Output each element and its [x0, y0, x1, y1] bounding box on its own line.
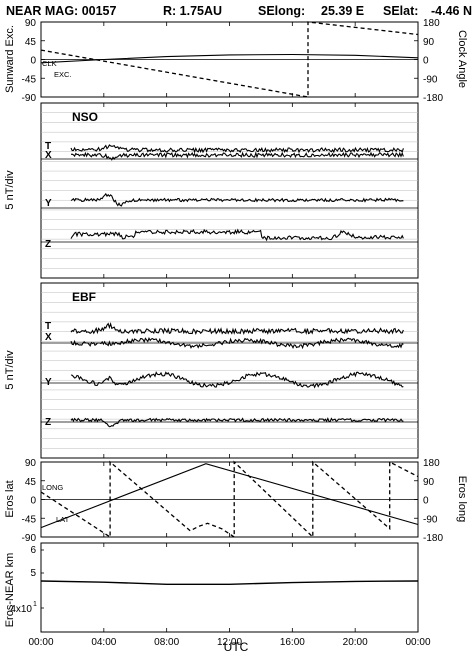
nso-z-label: Z	[45, 239, 51, 250]
x-tick-label: 12:00	[217, 637, 242, 648]
distance-frame	[40, 542, 419, 633]
clock-angle-series	[40, 21, 419, 98]
right-y-tick-label: -90	[423, 514, 438, 525]
sunward-panel: 90 45 0 -45 -90 180 90 0 -90 -180 CLK EXC. Sunwa…	[4, 18, 468, 104]
right-y-tick-label: 180	[423, 18, 440, 29]
ebf-t-label: T	[45, 321, 51, 332]
x-tick-label: 08:00	[154, 637, 179, 648]
selat-label: SElat:	[383, 4, 418, 18]
x-axis: 00:00 04:00 08:00 12:00 16:00 20:00 00:00	[28, 22, 431, 648]
selong-label: SElong:	[258, 4, 305, 18]
x-tick-label: 00:00	[28, 637, 53, 648]
nso-panel: NSO T X Y Z 5 nT/div	[4, 102, 419, 279]
nso-ylabel: 5 nT/div	[4, 170, 16, 210]
right-y-tick-label: -180	[423, 93, 443, 104]
ebf-title: EBF	[72, 290, 96, 304]
ebf-panel: EBF T X Y Z 5 nT/div	[4, 282, 419, 459]
eros-latitude-series	[40, 460, 419, 539]
right-y-tick-label: -90	[423, 74, 438, 85]
left-y-tick-label: 0	[30, 56, 36, 67]
left-y-tick-label: -45	[22, 514, 37, 525]
left-y-tick-label: 0	[30, 496, 36, 507]
ebf-y-label: Y	[45, 377, 52, 388]
right-y-tick-label: 180	[423, 458, 440, 469]
exc-annotation: EXC.	[54, 70, 72, 79]
selat-value: -4.46 N	[431, 4, 472, 18]
distance-tick-40: 4x10	[10, 604, 32, 615]
eros-long-ylabel: Eros long	[456, 476, 468, 522]
distance-tick-exponent: 1	[33, 601, 37, 608]
ebf-x-trace	[70, 337, 404, 350]
right-y-tick-label: 0	[423, 56, 429, 67]
clock-angle-ylabel: Clock Angle	[456, 30, 468, 88]
nso-y-label: Y	[45, 198, 52, 209]
x-tick-label: 20:00	[343, 637, 368, 648]
ebf-y-trace	[70, 371, 404, 389]
right-y-tick-label: -180	[423, 533, 443, 544]
ebf-t-trace	[70, 322, 404, 336]
distance-ylabel: Eros-NEAR km	[4, 553, 16, 628]
left-y-tick-label: -90	[22, 93, 37, 104]
x-tick-label: 16:00	[280, 637, 305, 648]
distance-tick-5: 5	[30, 568, 36, 579]
left-y-tick-label: -45	[22, 74, 37, 85]
right-y-tick-label: 0	[423, 496, 429, 507]
ebf-z-label: Z	[45, 417, 51, 428]
eros-near-distance-series	[40, 580, 419, 585]
mission-id: NEAR MAG: 00157	[6, 4, 116, 18]
long-annotation: LONG	[42, 483, 63, 492]
range-au: R: 1.75AU	[163, 4, 222, 18]
left-y-tick-label: 45	[25, 37, 37, 48]
x-tick-label: 00:00	[405, 637, 430, 648]
right-y-tick-label: 90	[423, 477, 435, 488]
nso-t-trace	[70, 144, 404, 154]
left-y-tick-label: -90	[22, 533, 37, 544]
eros-longitude-series	[40, 463, 419, 529]
sunward-excursion-series	[40, 53, 419, 64]
left-y-tick-label: 45	[25, 477, 37, 488]
clk-annotation: CLK	[42, 59, 57, 68]
left-y-tick-label: 90	[25, 18, 37, 29]
nso-t-label: T	[45, 141, 51, 152]
nso-z-trace	[70, 228, 404, 242]
x-tick-label: 04:00	[91, 637, 116, 648]
ebf-z-trace	[70, 417, 404, 428]
distance-tick-6: 6	[30, 545, 36, 556]
eros-lat-ylabel: Eros lat	[4, 480, 16, 517]
nso-x-label: X	[45, 150, 52, 161]
sunward-ylabel: Sunward Exc.	[4, 25, 16, 93]
ebf-ylabel: 5 nT/div	[4, 350, 16, 390]
ebf-x-label: X	[45, 332, 52, 343]
lat-annotation: LAT	[56, 515, 70, 524]
nso-title: NSO	[72, 110, 98, 124]
right-y-tick-label: 90	[423, 37, 435, 48]
nso-x-trace	[70, 151, 404, 161]
left-y-tick-label: 90	[25, 458, 37, 469]
selong-value: 25.39 E	[321, 4, 364, 18]
x-axis-label: UTC	[224, 640, 249, 654]
eros-panel: 90 45 0 -45 -90 180 90 0 -90 -180 LONG LAT Eros …	[4, 458, 468, 544]
nso-y-trace	[70, 192, 404, 207]
distance-panel: 6 5 4x10 1 Eros-NEAR km	[4, 542, 419, 633]
